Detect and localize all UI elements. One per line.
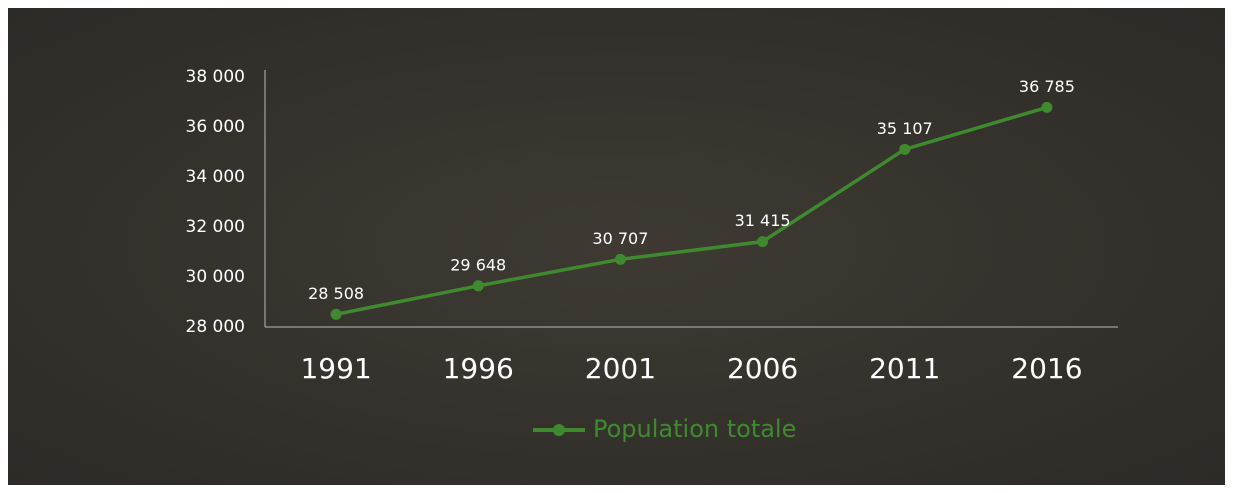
chart: 28 000 30 000 32 000 34 000 36 000 38 000 1991… [0, 0, 1233, 493]
point [331, 309, 342, 320]
y-tick-label: 36 000 [186, 117, 245, 137]
data-label: 35 107 [877, 119, 933, 138]
data-label: 28 508 [308, 284, 364, 303]
point [757, 236, 768, 247]
x-tick-label: 2011 [869, 352, 940, 385]
data-label: 30 707 [592, 229, 648, 248]
point [473, 280, 484, 291]
x-tick-label: 1991 [300, 352, 371, 385]
y-tick-label: 28 000 [186, 317, 245, 337]
point [899, 144, 910, 155]
x-tick-label: 2016 [1011, 352, 1082, 385]
legend-label: Population totale [593, 415, 796, 443]
y-tick-label: 34 000 [186, 167, 245, 187]
data-label: 36 785 [1019, 77, 1075, 96]
point [615, 254, 626, 265]
point [1041, 102, 1052, 113]
legend-marker [553, 424, 565, 436]
x-tick-label: 2001 [585, 352, 656, 385]
x-tick-label: 2006 [727, 352, 798, 385]
y-tick-label: 32 000 [186, 217, 245, 237]
data-label: 29 648 [450, 255, 506, 274]
data-label: 31 415 [735, 211, 791, 230]
y-tick-label: 38 000 [186, 67, 245, 87]
x-tick-label: 1996 [443, 352, 514, 385]
y-tick-label: 30 000 [186, 267, 245, 287]
